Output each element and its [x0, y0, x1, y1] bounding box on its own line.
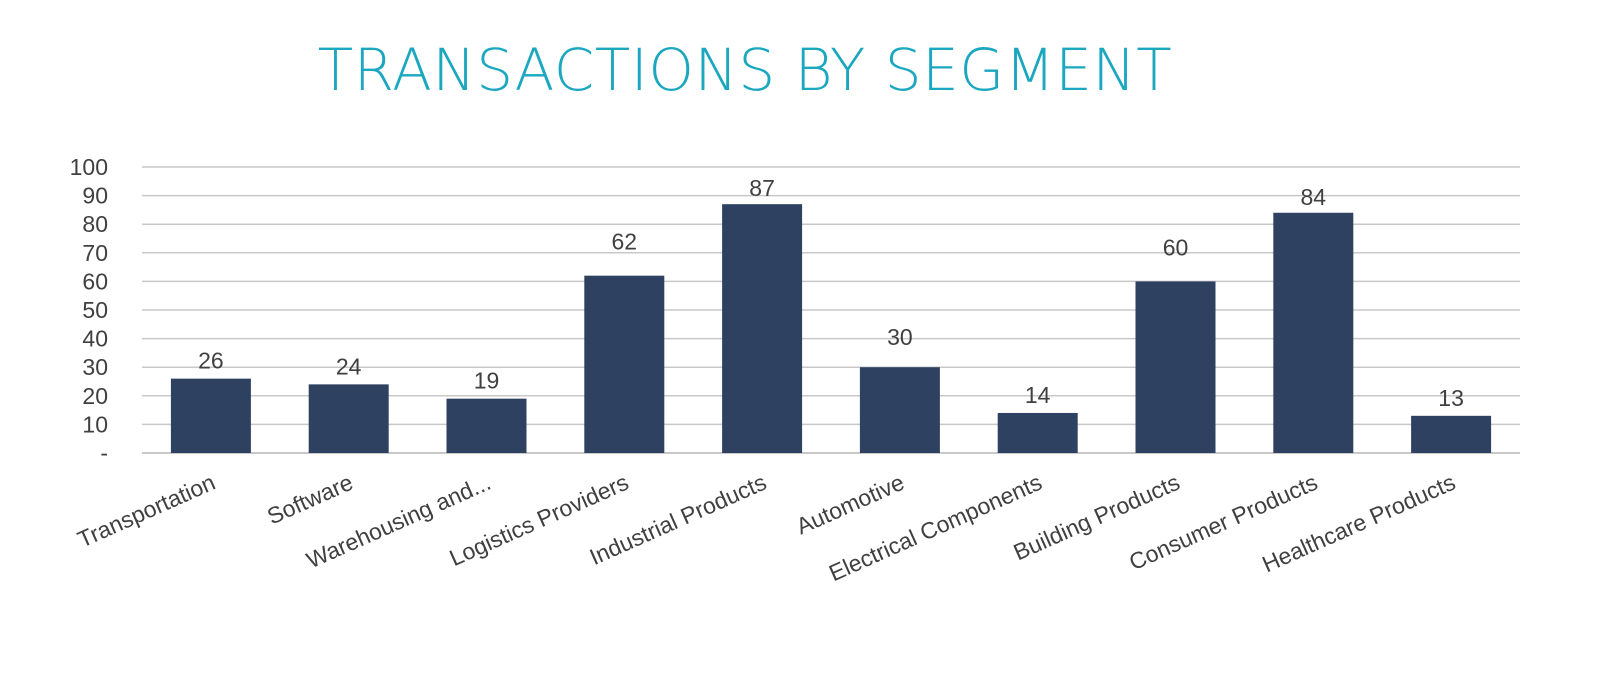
data-label: 62 — [612, 229, 638, 255]
y-tick-label: 50 — [82, 297, 108, 323]
data-label: 14 — [1025, 382, 1051, 408]
y-tick-label: 20 — [82, 383, 108, 409]
y-tick-label: 60 — [82, 268, 108, 294]
y-tick-label: - — [100, 440, 108, 466]
data-labels: 26 24 19 62 87 30 14 60 84 13 — [198, 175, 1464, 411]
data-label: 24 — [336, 353, 362, 379]
y-tick-label: 10 — [82, 411, 108, 437]
x-category-label: Automotive — [792, 469, 908, 540]
data-label: 19 — [474, 368, 500, 394]
bar-1 — [308, 384, 389, 453]
data-label: 87 — [749, 175, 775, 201]
bar-8 — [1273, 212, 1354, 453]
data-label: 30 — [887, 324, 913, 350]
y-tick-label: 40 — [82, 326, 108, 352]
bar-3 — [584, 275, 665, 453]
bar-6 — [997, 412, 1078, 453]
bar-0 — [170, 378, 251, 453]
bar-2 — [446, 398, 527, 453]
data-label: 84 — [1301, 184, 1327, 210]
bar-7 — [1135, 281, 1216, 453]
data-label: 13 — [1438, 385, 1464, 411]
y-tick-label: 90 — [82, 183, 108, 209]
bar-5 — [859, 367, 940, 453]
bars — [170, 204, 1492, 453]
bar-9 — [1411, 415, 1492, 453]
data-label: 26 — [198, 348, 224, 374]
y-tick-label: 30 — [82, 354, 108, 380]
x-category-label: Software — [263, 469, 356, 530]
x-category-label: Transportation — [74, 469, 219, 553]
y-tick-label: 70 — [82, 240, 108, 266]
y-tick-label: 100 — [70, 154, 108, 180]
data-label: 60 — [1163, 234, 1189, 260]
chart-title: TRANSACTIONS BY SEGMENT — [317, 36, 1173, 104]
bar-4 — [722, 204, 803, 453]
y-tick-label: 80 — [82, 211, 108, 237]
